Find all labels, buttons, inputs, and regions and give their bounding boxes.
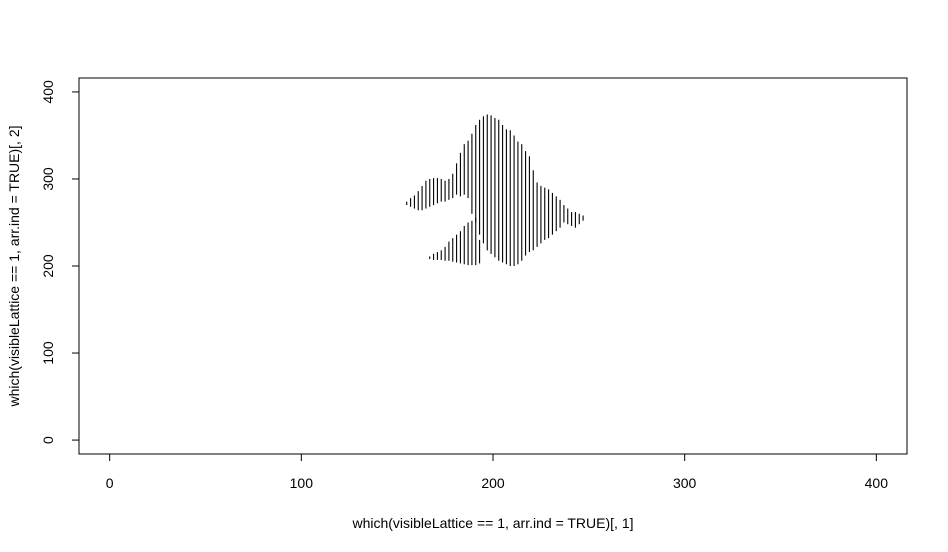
- y-tick-label: 100: [40, 341, 56, 365]
- y-axis-label: which(visibleLattice == 1, arr.ind = TRU…: [6, 125, 22, 407]
- x-tick-label: 0: [106, 475, 114, 491]
- y-tick-label: 300: [40, 167, 56, 191]
- x-tick-label: 200: [481, 475, 505, 491]
- y-tick-label: 400: [40, 80, 56, 104]
- x-axis-label: which(visibleLattice == 1, arr.ind = TRU…: [351, 515, 633, 531]
- y-tick-label: 0: [40, 436, 56, 444]
- data-points: [406, 114, 584, 266]
- plot-frame: [78, 77, 908, 455]
- x-tick-label: 400: [865, 475, 889, 491]
- x-tick-label: 300: [673, 475, 697, 491]
- x-axis: 0 100 200 300 400: [106, 453, 889, 491]
- x-tick-label: 100: [290, 475, 314, 491]
- y-axis: 0 100 200 300 400: [40, 80, 80, 444]
- y-tick-label: 200: [40, 254, 56, 278]
